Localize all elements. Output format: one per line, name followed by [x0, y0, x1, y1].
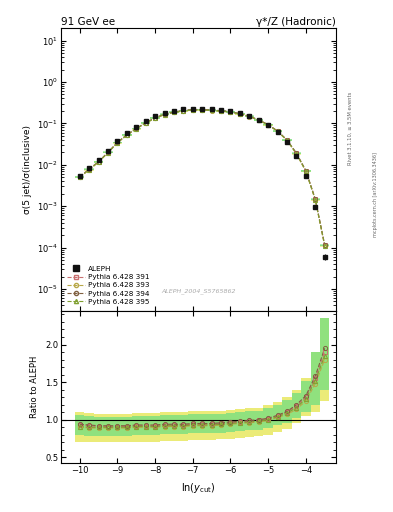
Text: mcplots.cern.ch [arXiv:1306.3436]: mcplots.cern.ch [arXiv:1306.3436]: [373, 152, 378, 237]
Y-axis label: Ratio to ALEPH: Ratio to ALEPH: [30, 356, 39, 418]
Text: Rivet 3.1.10, ≥ 3.5M events: Rivet 3.1.10, ≥ 3.5M events: [347, 91, 352, 165]
Y-axis label: σ(5 jet)/σ(inclusive): σ(5 jet)/σ(inclusive): [22, 125, 31, 214]
Text: 91 GeV ee: 91 GeV ee: [61, 17, 115, 27]
X-axis label: $\ln(y_{\rm cut})$: $\ln(y_{\rm cut})$: [181, 481, 216, 495]
Text: ALEPH_2004_S5765862: ALEPH_2004_S5765862: [161, 288, 236, 294]
Text: γ*/Z (Hadronic): γ*/Z (Hadronic): [256, 17, 336, 27]
Legend: ALEPH, Pythia 6.428 391, Pythia 6.428 393, Pythia 6.428 394, Pythia 6.428 395: ALEPH, Pythia 6.428 391, Pythia 6.428 39…: [64, 264, 151, 307]
